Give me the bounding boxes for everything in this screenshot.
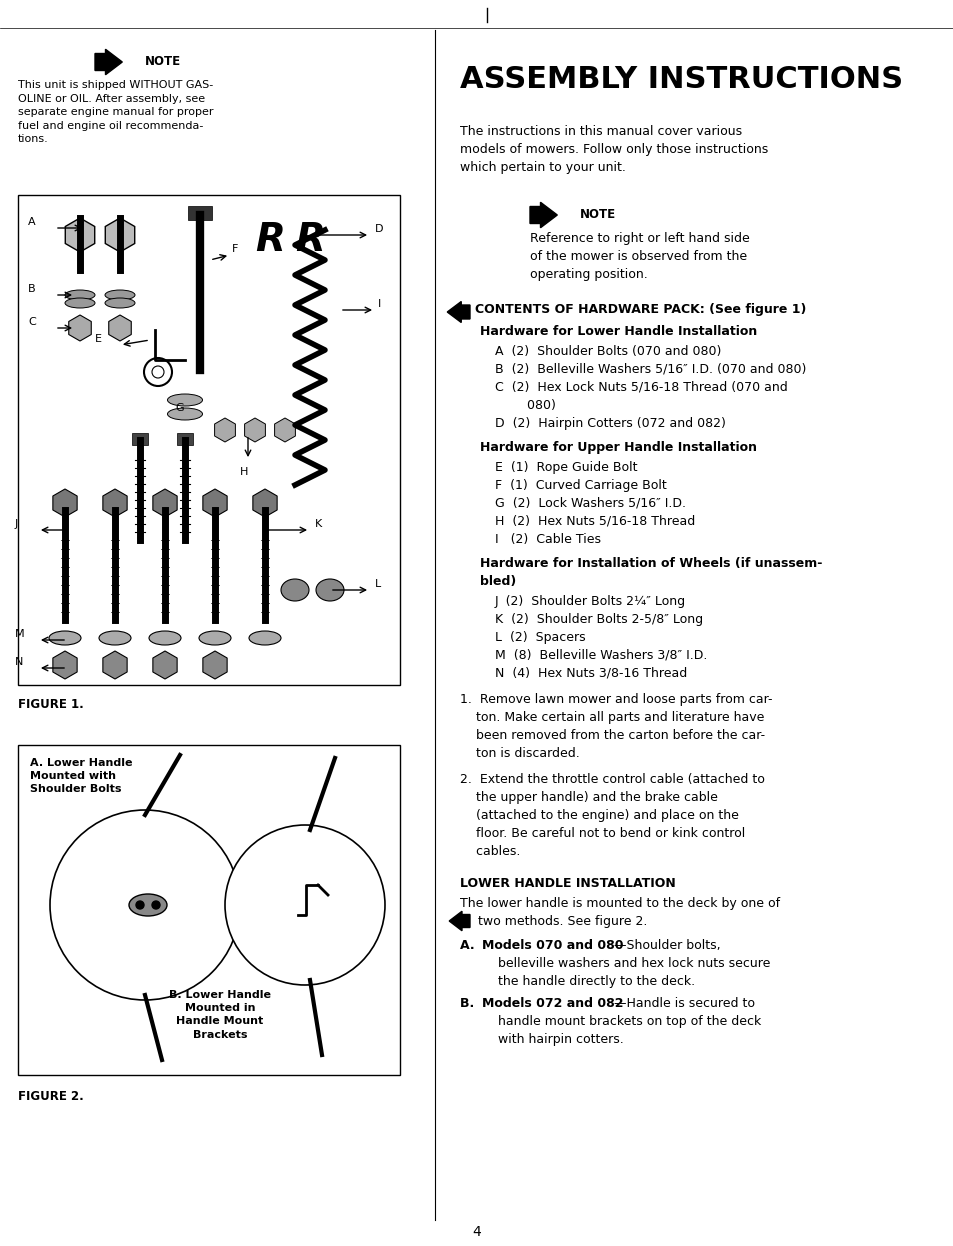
Ellipse shape (315, 579, 344, 601)
Bar (18, 196, 399, 685)
Text: FIGURE 2.: FIGURE 2. (18, 1090, 84, 1103)
Text: ton is discarded.: ton is discarded. (459, 748, 579, 760)
Text: bled): bled) (479, 574, 516, 588)
Text: H  (2)  Hex Nuts 5/16-18 Thread: H (2) Hex Nuts 5/16-18 Thread (495, 515, 695, 528)
Text: G  (2)  Lock Washers 5/16″ I.D.: G (2) Lock Washers 5/16″ I.D. (495, 497, 685, 510)
Text: Hardware for Lower Handle Installation: Hardware for Lower Handle Installation (479, 325, 757, 338)
Text: A  (2)  Shoulder Bolts (070 and 080): A (2) Shoulder Bolts (070 and 080) (495, 345, 720, 358)
Text: A: A (28, 217, 35, 227)
Text: two methods. See figure 2.: two methods. See figure 2. (477, 915, 647, 928)
Text: This unit is shipped WITHOUT GAS-
OLINE or OIL. After assembly, see
separate eng: This unit is shipped WITHOUT GAS- OLINE … (18, 80, 213, 145)
Text: G: G (174, 402, 183, 412)
Text: K: K (314, 520, 322, 530)
Circle shape (152, 366, 164, 378)
Text: The instructions in this manual cover various
models of mowers. Follow only thos: The instructions in this manual cover va… (459, 125, 767, 174)
FancyArrow shape (449, 911, 470, 931)
Text: LOWER HANDLE INSTALLATION: LOWER HANDLE INSTALLATION (459, 877, 675, 890)
Text: N: N (15, 657, 24, 667)
Text: belleville washers and hex lock nuts secure: belleville washers and hex lock nuts sec… (481, 957, 770, 969)
Ellipse shape (65, 298, 95, 308)
Text: A.: A. (459, 939, 483, 952)
Text: ton. Make certain all parts and literature have: ton. Make certain all parts and literatu… (459, 711, 763, 724)
Text: L  (2)  Spacers: L (2) Spacers (495, 630, 585, 644)
Ellipse shape (49, 630, 81, 645)
Ellipse shape (65, 290, 95, 300)
Text: cables.: cables. (459, 845, 519, 858)
Ellipse shape (281, 579, 309, 601)
Text: L: L (375, 579, 381, 589)
Text: F: F (232, 244, 238, 254)
Ellipse shape (105, 290, 135, 300)
Circle shape (225, 825, 385, 986)
Text: I   (2)  Cable Ties: I (2) Cable Ties (495, 533, 600, 546)
Text: M: M (15, 629, 25, 639)
Text: —Handle is secured to: —Handle is secured to (614, 997, 754, 1011)
Bar (188, 206, 212, 221)
Text: H: H (240, 467, 248, 477)
Ellipse shape (199, 630, 231, 645)
Text: The lower handle is mounted to the deck by one of: The lower handle is mounted to the deck … (459, 897, 780, 910)
Text: M  (8)  Belleville Washers 3/8″ I.D.: M (8) Belleville Washers 3/8″ I.D. (495, 649, 706, 662)
Text: with hairpin cotters.: with hairpin cotters. (481, 1033, 623, 1045)
Text: floor. Be careful not to bend or kink control: floor. Be careful not to bend or kink co… (459, 827, 744, 840)
FancyArrow shape (95, 50, 122, 75)
Text: A. Lower Handle
Mounted with
Shoulder Bolts: A. Lower Handle Mounted with Shoulder Bo… (30, 758, 132, 795)
Text: 4: 4 (472, 1225, 481, 1239)
Text: I: I (377, 299, 381, 309)
Ellipse shape (249, 630, 281, 645)
FancyArrow shape (447, 302, 470, 323)
Text: the handle directly to the deck.: the handle directly to the deck. (481, 976, 695, 988)
Circle shape (152, 901, 160, 910)
Bar (177, 434, 193, 445)
Text: ASSEMBLY INSTRUCTIONS: ASSEMBLY INSTRUCTIONS (459, 65, 902, 93)
Circle shape (144, 358, 172, 386)
Ellipse shape (149, 630, 181, 645)
Text: the upper handle) and the brake cable: the upper handle) and the brake cable (459, 791, 717, 804)
Text: (attached to the engine) and place on the: (attached to the engine) and place on th… (459, 809, 739, 822)
Text: K  (2)  Shoulder Bolts 2-5/8″ Long: K (2) Shoulder Bolts 2-5/8″ Long (495, 613, 702, 625)
Circle shape (136, 901, 144, 910)
Text: R: R (294, 221, 325, 259)
Text: NOTE: NOTE (579, 208, 616, 221)
Ellipse shape (168, 394, 202, 406)
Text: B  (2)  Belleville Washers 5/16″ I.D. (070 and 080): B (2) Belleville Washers 5/16″ I.D. (070… (495, 363, 805, 376)
Text: Hardware for Installation of Wheels (if unassem-: Hardware for Installation of Wheels (if … (479, 557, 821, 569)
Text: C  (2)  Hex Lock Nuts 5/16-18 Thread (070 and: C (2) Hex Lock Nuts 5/16-18 Thread (070 … (495, 381, 787, 394)
Text: Hardware for Upper Handle Installation: Hardware for Upper Handle Installation (479, 441, 757, 454)
Bar (18, 745, 399, 1075)
Text: B.: B. (459, 997, 482, 1011)
Ellipse shape (99, 630, 131, 645)
Text: J  (2)  Shoulder Bolts 2¼″ Long: J (2) Shoulder Bolts 2¼″ Long (495, 596, 685, 608)
Text: 2.  Extend the throttle control cable (attached to: 2. Extend the throttle control cable (at… (459, 773, 764, 786)
Text: F  (1)  Curved Carriage Bolt: F (1) Curved Carriage Bolt (495, 478, 666, 492)
Text: E  (1)  Rope Guide Bolt: E (1) Rope Guide Bolt (495, 461, 637, 473)
Text: Reference to right or left hand side
of the mower is observed from the
operating: Reference to right or left hand side of … (530, 232, 749, 282)
Ellipse shape (129, 893, 167, 916)
Text: FIGURE 1.: FIGURE 1. (18, 698, 84, 711)
Ellipse shape (168, 407, 202, 420)
Text: D: D (375, 224, 383, 234)
Text: J: J (15, 520, 18, 530)
FancyArrow shape (530, 202, 557, 228)
Text: CONTENTS OF HARDWARE PACK: (See figure 1): CONTENTS OF HARDWARE PACK: (See figure 1… (475, 303, 805, 316)
Text: B. Lower Handle
Mounted in
Handle Mount
Brackets: B. Lower Handle Mounted in Handle Mount … (169, 991, 271, 1039)
Bar (132, 434, 148, 445)
Text: been removed from the carton before the car-: been removed from the carton before the … (459, 729, 764, 743)
Text: R: R (254, 221, 285, 259)
Ellipse shape (105, 298, 135, 308)
Text: 1.  Remove lawn mower and loose parts from car-: 1. Remove lawn mower and loose parts fro… (459, 693, 772, 706)
Text: B: B (28, 284, 35, 294)
Text: D  (2)  Hairpin Cotters (072 and 082): D (2) Hairpin Cotters (072 and 082) (495, 417, 725, 430)
Text: —Shoulder bolts,: —Shoulder bolts, (614, 939, 720, 952)
Text: C: C (28, 316, 35, 326)
Text: E: E (95, 334, 102, 344)
Text: 080): 080) (495, 399, 556, 412)
Text: Models 070 and 080: Models 070 and 080 (481, 939, 623, 952)
Text: Models 072 and 082: Models 072 and 082 (481, 997, 623, 1011)
Text: NOTE: NOTE (145, 55, 181, 69)
Text: handle mount brackets on top of the deck: handle mount brackets on top of the deck (481, 1015, 760, 1028)
Text: N  (4)  Hex Nuts 3/8-16 Thread: N (4) Hex Nuts 3/8-16 Thread (495, 667, 686, 680)
Circle shape (50, 810, 240, 1001)
